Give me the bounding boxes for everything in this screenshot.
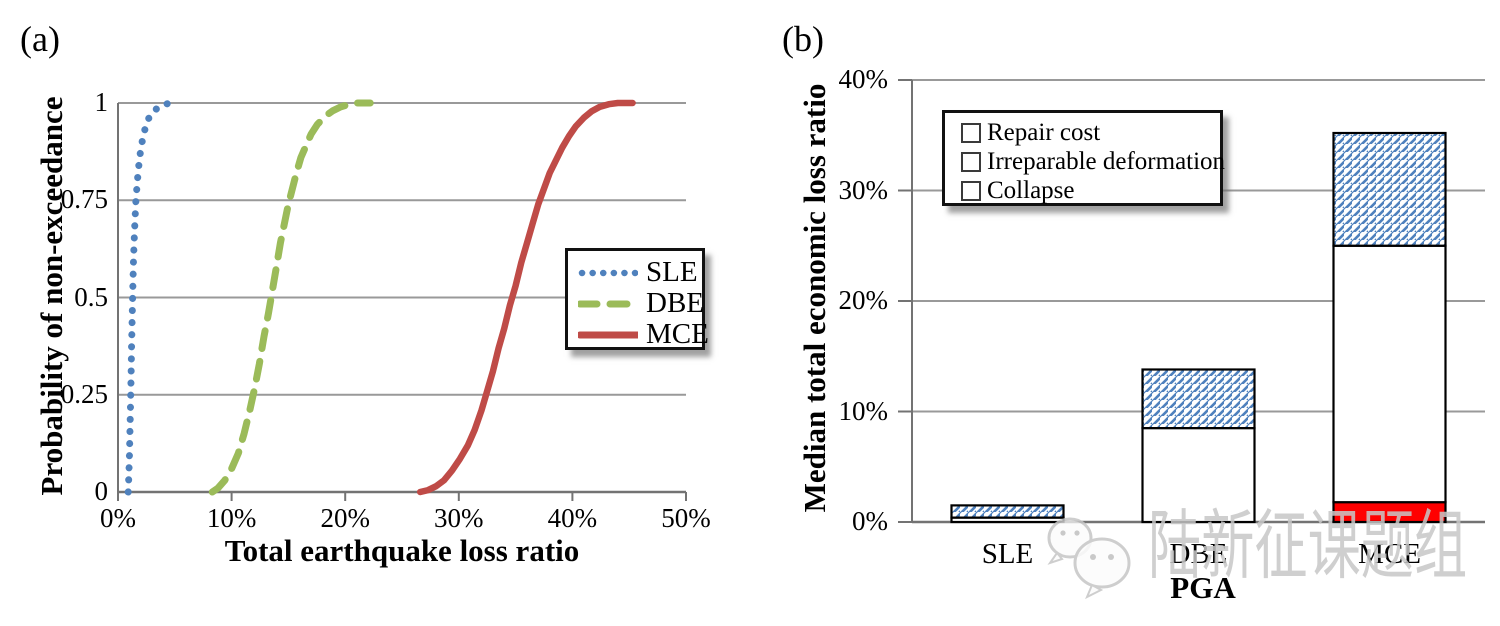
- bar-segment-dbe-repair-cost: [1141, 368, 1256, 430]
- panel-a-ytick-label: 0: [94, 476, 109, 506]
- legend-item-sle: SLE: [578, 257, 702, 288]
- bar-segment-sle-repair-cost: [950, 504, 1065, 519]
- panel-b-ytick-label: 30%: [838, 174, 889, 205]
- panel-a-ytick-label: 0.5: [74, 281, 108, 312]
- legend-item-irreparable-deformation: Irreparable deformation: [961, 147, 1225, 176]
- legend-label-dbe: DBE: [646, 287, 704, 319]
- legend-label-repair-cost: Repair cost: [987, 119, 1101, 146]
- panel-a-ytick-label: 0.75: [60, 184, 108, 215]
- red-swatch-icon: [961, 180, 981, 201]
- panel-a-legend: SLE DBE MCE: [565, 248, 709, 350]
- panel-a-xtick-label: 20%: [320, 503, 370, 533]
- curve-dbe: [208, 99, 374, 496]
- panel-b-category-label-sle: SLE: [981, 538, 1034, 570]
- dashed-line-icon: [578, 300, 638, 307]
- panel-b-label: (b): [782, 19, 824, 59]
- bar-segment-dbe-irreparable-deformation: [1141, 427, 1256, 524]
- curve-sle: [124, 99, 178, 496]
- panel-a-xtick-label: 30%: [434, 503, 484, 533]
- panel-a-xtick-label: 10%: [206, 503, 257, 533]
- panel-a-x-axis-title: Total earthquake loss ratio: [224, 533, 580, 568]
- panel-b-legend: Repair cost Irreparable deformation Coll…: [942, 110, 1225, 206]
- legend-item-repair-cost: Repair cost: [961, 118, 1220, 147]
- panel-a-ytick-label: 1: [94, 87, 109, 117]
- legend-label-sle: SLE: [646, 256, 698, 288]
- panel-b-ytick-label: 0%: [852, 506, 888, 536]
- curve-mce: [416, 99, 636, 496]
- legend-label-irreparable-deformation: Irreparable deformation: [987, 148, 1226, 175]
- white-swatch-icon: [961, 151, 981, 172]
- legend-item-mce: MCE: [578, 319, 709, 350]
- bar-segment-mce-repair-cost: [1332, 131, 1447, 247]
- legend-item-dbe: DBE: [578, 287, 704, 319]
- panel-b-x-axis-title: PGA: [1170, 570, 1236, 605]
- panel-b-ytick-label: 20%: [838, 285, 889, 315]
- panel-a-xtick-label: 40%: [547, 503, 598, 533]
- panel-b-category-label-dbe: DBE: [1169, 538, 1228, 570]
- panel-a-xtick-label: 0%: [100, 503, 136, 533]
- panel-a-xtick-label: 50%: [661, 503, 711, 533]
- hatched-swatch-icon: [961, 122, 981, 143]
- legend-label-collapse: Collapse: [987, 177, 1075, 204]
- panel-b-ytick-label: 10%: [838, 395, 889, 426]
- legend-label-mce: MCE: [646, 318, 709, 350]
- bar-segment-mce-collapse: [1332, 501, 1447, 524]
- panel-a-label: (a): [20, 19, 60, 59]
- panel-b-ytick-label: 40%: [838, 64, 889, 94]
- panel-a-ytick-label: 0.25: [60, 378, 108, 409]
- panel-b-category-label-mce: MCE: [1358, 538, 1421, 570]
- bar-segment-mce-irreparable-deformation: [1332, 244, 1447, 504]
- solid-line-icon: [578, 331, 638, 338]
- legend-item-collapse: Collapse: [961, 176, 1220, 205]
- dotted-line-icon: [578, 269, 638, 276]
